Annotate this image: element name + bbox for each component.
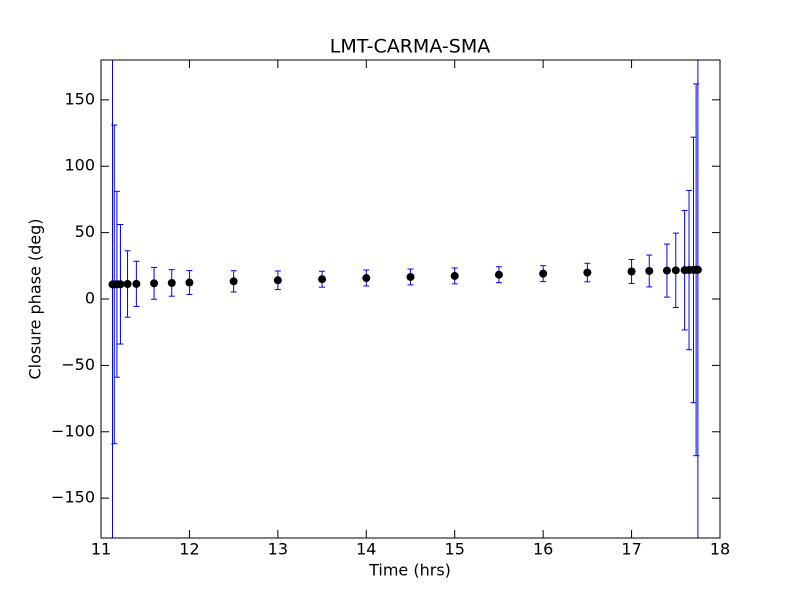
y-axis-label: Closure phase (deg)	[26, 218, 45, 379]
data-point	[132, 279, 141, 288]
data-point	[671, 266, 680, 275]
x-tick-label: 17	[621, 540, 641, 559]
data-point	[627, 267, 636, 276]
data-point	[494, 270, 503, 279]
chart-title: LMT-CARMA-SMA	[330, 36, 490, 58]
x-tick-label: 15	[445, 540, 465, 559]
data-point	[662, 266, 671, 275]
data-point	[273, 276, 282, 285]
y-tick-label: 0	[85, 289, 95, 308]
data-point	[406, 272, 415, 281]
y-tick-label: −50	[61, 355, 95, 374]
x-tick-label: 13	[268, 540, 288, 559]
data-point	[645, 266, 654, 275]
y-tick-label: −100	[51, 421, 95, 440]
x-tick-label: 18	[710, 540, 730, 559]
x-axis-label: Time (hrs)	[368, 561, 451, 580]
data-point	[693, 265, 702, 274]
y-tick-label: −150	[51, 488, 95, 507]
data-point	[362, 274, 371, 283]
y-tick-label: 100	[64, 156, 95, 175]
x-tick-label: 16	[533, 540, 553, 559]
data-point	[229, 277, 238, 286]
x-tick-label: 14	[356, 540, 376, 559]
data-point	[450, 271, 459, 280]
data-point	[583, 268, 592, 277]
plot-area	[108, 60, 702, 538]
x-tick-label: 11	[91, 540, 111, 559]
y-tick-label: 150	[64, 89, 95, 108]
x-tick-label: 12	[179, 540, 199, 559]
y-tick-label: 50	[75, 222, 95, 241]
data-point	[185, 278, 194, 287]
data-point	[116, 280, 125, 289]
data-point	[167, 278, 176, 287]
data-point	[318, 275, 327, 284]
data-point	[150, 279, 159, 288]
data-point	[539, 269, 548, 278]
data-point	[123, 279, 132, 288]
